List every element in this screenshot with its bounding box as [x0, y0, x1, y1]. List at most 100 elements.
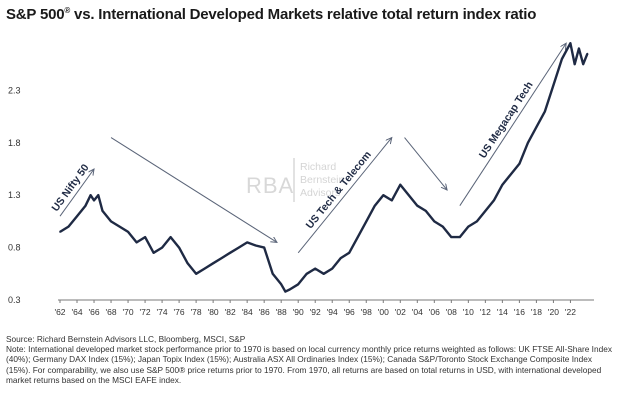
x-tick-label: '88 [276, 307, 287, 317]
data-point [501, 183, 504, 186]
x-tick-label: '68 [106, 307, 117, 317]
x-tick-label: '08 [446, 307, 457, 317]
data-point [331, 267, 334, 270]
y-tick-label: 2.3 [8, 85, 21, 95]
data-point [229, 251, 232, 254]
trend-arrow [110, 137, 277, 243]
data-point [399, 183, 402, 186]
x-tick-label: '22 [565, 307, 576, 317]
x-tick-label: '96 [344, 307, 355, 317]
data-point [144, 236, 147, 239]
data-point [348, 251, 351, 254]
data-point [161, 246, 164, 249]
source-note: Source: Richard Bernstein Advisors LLC, … [6, 334, 246, 344]
x-tick-label: '86 [259, 307, 270, 317]
x-tick-label: '98 [361, 307, 372, 317]
x-axis: '62 '64 '66 '68 '70 '72 '74 '76 '78 '80 '82 '84 '86 '… [54, 299, 594, 317]
data-point [314, 267, 317, 270]
x-tick-label: '04 [412, 307, 423, 317]
x-tick-label: '20 [548, 307, 559, 317]
data-point [561, 58, 563, 60]
series [59, 42, 589, 293]
data-point [220, 257, 223, 259]
data-point [527, 141, 529, 144]
data-point [195, 272, 198, 275]
data-point [458, 236, 461, 239]
x-tick-label: '82 [225, 307, 236, 317]
data-point [135, 241, 138, 244]
data-point [118, 225, 121, 228]
y-tick-label: 0.3 [8, 295, 21, 305]
x-tick-label: '02 [395, 307, 406, 317]
data-point [288, 288, 291, 291]
y-tick-label: 1.3 [8, 190, 21, 200]
x-tick-label: '80 [208, 307, 219, 317]
data-point [339, 257, 342, 259]
data-point [305, 272, 308, 275]
data-point [67, 225, 70, 228]
x-tick-label: '84 [242, 307, 253, 317]
data-point [76, 215, 78, 218]
watermark-line-3: Advisors [300, 187, 340, 199]
data-point [544, 110, 546, 113]
data-point [467, 225, 470, 228]
watermark: RBA Richard Bernstein Advisors [246, 158, 345, 202]
data-point [578, 47, 580, 50]
x-tick-label: '12 [480, 307, 491, 317]
data-point [212, 262, 215, 265]
x-tick-label: '74 [157, 307, 168, 317]
data-point [552, 84, 555, 87]
x-tick-label: '10 [463, 307, 474, 317]
data-point [573, 63, 576, 66]
data-point [390, 199, 393, 202]
data-point [59, 231, 61, 233]
title-rest: vs. International Developed Markets rela… [70, 6, 537, 23]
series-line [59, 42, 589, 293]
data-point [535, 126, 538, 128]
data-point [365, 220, 368, 223]
data-point [246, 241, 249, 244]
data-point [254, 244, 257, 247]
x-tick-label: '76 [174, 307, 185, 317]
data-point [186, 262, 189, 265]
data-point [433, 220, 436, 223]
data-point [356, 236, 359, 239]
trend-arrow [297, 138, 392, 254]
data-point [510, 173, 512, 176]
watermark-line-2: Bernstein [300, 174, 345, 186]
x-tick-label: '72 [140, 307, 151, 317]
data-point [322, 272, 325, 275]
x-tick-label: '94 [327, 307, 338, 317]
y-tick-label: 0.8 [8, 243, 21, 253]
data-point [152, 251, 155, 254]
data-point [97, 194, 100, 197]
data-point [84, 204, 87, 207]
trend-arrow [459, 43, 566, 206]
y-axis: 0.3 0.8 1.3 1.8 2.3 [8, 85, 21, 305]
x-tick-label: '92 [310, 307, 321, 317]
y-tick-label: 1.8 [8, 138, 21, 148]
title-registered-mark: ® [64, 6, 71, 15]
x-tick-label: '78 [191, 307, 202, 317]
data-point [424, 210, 427, 212]
footnotes: Source: Richard Bernstein Advisors LLC, … [6, 334, 616, 385]
data-point [382, 194, 385, 197]
data-point [271, 272, 274, 275]
data-point [416, 204, 419, 207]
data-point [203, 267, 206, 270]
data-point [127, 231, 129, 233]
data-point [178, 246, 181, 249]
data-point [450, 236, 453, 239]
data-point [373, 204, 376, 207]
x-tick-label: '62 [54, 307, 65, 317]
trend-arrow [59, 169, 94, 217]
data-point [93, 199, 95, 202]
chart-title: S&P 500® vs. International Developed Mar… [6, 6, 615, 23]
data-point [476, 220, 478, 223]
data-point [89, 194, 92, 197]
chart: RBA Richard Bernstein Advisors 0.3 0.8 1.3… [8, 42, 594, 317]
watermark-logo: RBA [246, 173, 294, 198]
x-tick-label: '00 [378, 307, 389, 317]
data-point [297, 283, 300, 286]
data-point [110, 220, 112, 223]
